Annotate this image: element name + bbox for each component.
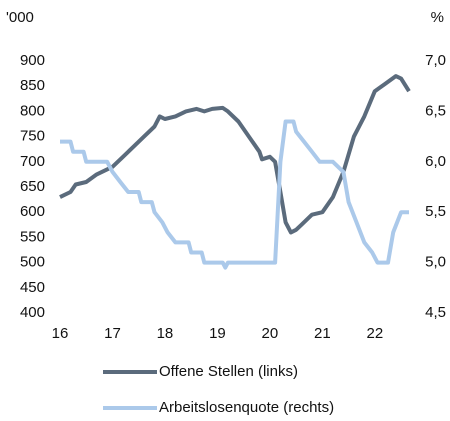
legend-label: Arbeitslosenquote (rechts)	[159, 399, 334, 416]
y-tick-label: 800	[20, 102, 45, 119]
y2-tick-label: 6,5	[425, 102, 446, 119]
y2-unit: %	[431, 9, 444, 26]
y-tick-label: 500	[20, 254, 45, 271]
y-tick-label: 750	[20, 128, 45, 145]
y-tick-label: 450	[20, 279, 45, 296]
y2-tick-label: 4,5	[425, 304, 446, 321]
y2-tick-label: 5,5	[425, 203, 446, 220]
y-unit: '000	[6, 9, 34, 26]
y2-tick-label: 5,0	[425, 254, 446, 271]
series-line	[60, 119, 409, 270]
y2-tick-label: 7,0	[425, 52, 446, 69]
x-tick-label: 22	[366, 325, 383, 342]
x-tick-label: 16	[52, 325, 69, 342]
x-tick-label: 18	[157, 325, 174, 342]
series-line	[59, 74, 411, 235]
x-tick-label: 20	[262, 325, 279, 342]
y-tick-label: 900	[20, 52, 45, 69]
x-tick-label: 21	[314, 325, 331, 342]
y2-tick-label: 6,0	[425, 153, 446, 170]
legend-label: Offene Stellen (links)	[159, 363, 298, 380]
y-tick-label: 850	[20, 77, 45, 94]
y-tick-label: 600	[20, 203, 45, 220]
x-tick-label: 19	[209, 325, 226, 342]
x-tick-label: 17	[104, 325, 121, 342]
y-tick-label: 650	[20, 178, 45, 195]
y-tick-label: 700	[20, 153, 45, 170]
y-tick-label: 550	[20, 228, 45, 245]
y-tick-label: 400	[20, 304, 45, 321]
